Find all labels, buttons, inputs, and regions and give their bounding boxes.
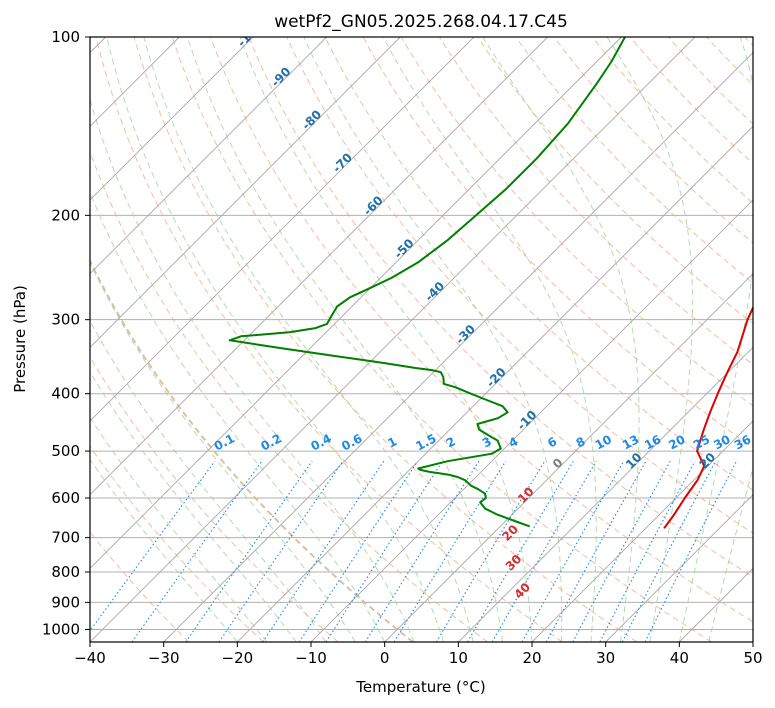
- isotherm-line: [90, 37, 696, 642]
- mixing-ratio-line: [218, 460, 344, 642]
- isotherm-line: [90, 37, 475, 422]
- x-tick-label: −10: [295, 649, 327, 667]
- mixing-ratio-line: [467, 460, 574, 642]
- isotherm-line: [531, 420, 753, 642]
- y-tick-label: 900: [51, 593, 80, 611]
- dry-adiabat-line: [591, 37, 753, 204]
- mixing-ratio-line: [644, 460, 737, 642]
- dry-adiabat-line: [95, 37, 563, 642]
- y-tick-label: 700: [51, 529, 80, 547]
- dry-adiabat-line: [90, 258, 414, 642]
- y-tick-label: 400: [51, 385, 80, 403]
- x-tick-label: 50: [743, 649, 762, 667]
- mixing-ratio-label: 20: [666, 432, 687, 452]
- temperature-line: [663, 305, 753, 529]
- isotherm-line: [90, 37, 254, 201]
- moist-adiabat-line: [303, 37, 563, 642]
- x-tick-label: 40: [670, 649, 689, 667]
- mixing-ratio-label: 10: [593, 432, 614, 452]
- isotherm-line: [237, 125, 753, 642]
- x-tick-label: 10: [449, 649, 468, 667]
- isotherm-line: [163, 52, 753, 642]
- mixing-ratio-line: [131, 460, 263, 642]
- x-tick-label: −30: [148, 649, 180, 667]
- isobar-grid: [90, 37, 753, 630]
- mixing-ratio-label: 36: [732, 432, 753, 452]
- x-tick-label: −40: [74, 649, 106, 667]
- chart-title: wetPf2_GN05.2025.268.04.17.C45: [274, 12, 568, 32]
- mixing-ratio-line: [90, 460, 216, 632]
- isotherm-line: [384, 273, 753, 642]
- moist-adiabat-line: [482, 37, 640, 642]
- isotherm-line: [458, 346, 753, 642]
- mixing-ratio-line: [298, 460, 419, 642]
- dry-adiabat-line: [515, 37, 753, 284]
- moist-adiabats: [90, 37, 753, 642]
- mixing-ratio-line: [262, 460, 385, 642]
- moist-adiabat-line: [90, 416, 268, 642]
- dry-adiabat-line: [171, 37, 712, 642]
- dry-adiabat-line: [133, 37, 638, 642]
- dry-adiabat-line: [90, 445, 264, 642]
- dry-adiabat-line: [210, 37, 753, 623]
- y-tick-label: 1000: [42, 620, 80, 638]
- mixing-ratio-line: [545, 460, 647, 642]
- dry-adiabat-line: [400, 37, 753, 407]
- moist-adiabat-line: [90, 370, 297, 642]
- y-tick-label: 300: [51, 311, 80, 329]
- y-tick-label: 500: [51, 442, 80, 460]
- moist-adiabat-line: [187, 37, 503, 642]
- moist-adiabat-line: [90, 261, 356, 642]
- mixing-ratio-label: 25: [691, 432, 712, 452]
- x-axis-title: Temperature (°C): [355, 678, 485, 696]
- moist-adiabat-line: [382, 37, 597, 642]
- isotherm-line: [90, 37, 327, 275]
- axes: −40 −30 −20 −10 0 10 20 30 40 50 100 200 300 400 500 60…: [42, 28, 763, 667]
- plot-area: 0.10.20.40.611.52346810131620253036-100-…: [90, 37, 753, 642]
- isotherm-line: [90, 37, 401, 348]
- skewed-isotherms: [90, 37, 753, 642]
- dry-adiabat-line: [324, 37, 753, 491]
- y-tick-label: 800: [51, 563, 80, 581]
- dry-adiabat-line: [629, 37, 753, 165]
- moist-adiabat-line: [708, 465, 753, 642]
- moist-adiabat-line: [678, 37, 753, 642]
- moist-adiabat-line: [90, 458, 238, 642]
- x-tick-label: −20: [222, 649, 254, 667]
- profile-series: [228, 37, 753, 529]
- isotherm-line: [90, 37, 622, 569]
- y-tick-label: 200: [51, 206, 80, 224]
- mixing-ratio-label: 16: [642, 432, 663, 452]
- y-tick-label: 600: [51, 489, 80, 507]
- y-axis-title: Pressure (hPa): [11, 285, 29, 393]
- moist-adiabat-line: [90, 97, 415, 642]
- plot-frame: [89, 36, 754, 643]
- x-tick-label: 30: [596, 649, 615, 667]
- mixing-ratio-line: [393, 460, 507, 642]
- isotherm-line: [310, 199, 753, 642]
- mixing-ratio-lines: [90, 460, 737, 642]
- y-tick-label: 100: [51, 28, 80, 46]
- mixing-ratio-line: [435, 460, 546, 642]
- x-tick-label: 20: [522, 649, 541, 667]
- moist-adiabat-line: [106, 37, 445, 642]
- moist-adiabat-line: [239, 37, 533, 642]
- moist-adiabat-line: [606, 37, 694, 642]
- dry-adiabat-line: [248, 37, 753, 578]
- dewpoint-line: [228, 37, 626, 528]
- x-tick-label: 0: [380, 649, 390, 667]
- mixing-ratio-line: [185, 460, 313, 642]
- mixing-ratio-label: 30: [711, 432, 732, 452]
- isotherm-line: [605, 494, 753, 642]
- mixing-ratio-line: [521, 460, 625, 642]
- moist-adiabat-line: [143, 37, 474, 642]
- isotherm-line: [90, 37, 548, 496]
- mixing-ratio-line: [491, 460, 597, 642]
- mixing-ratio-label: 13: [620, 432, 641, 452]
